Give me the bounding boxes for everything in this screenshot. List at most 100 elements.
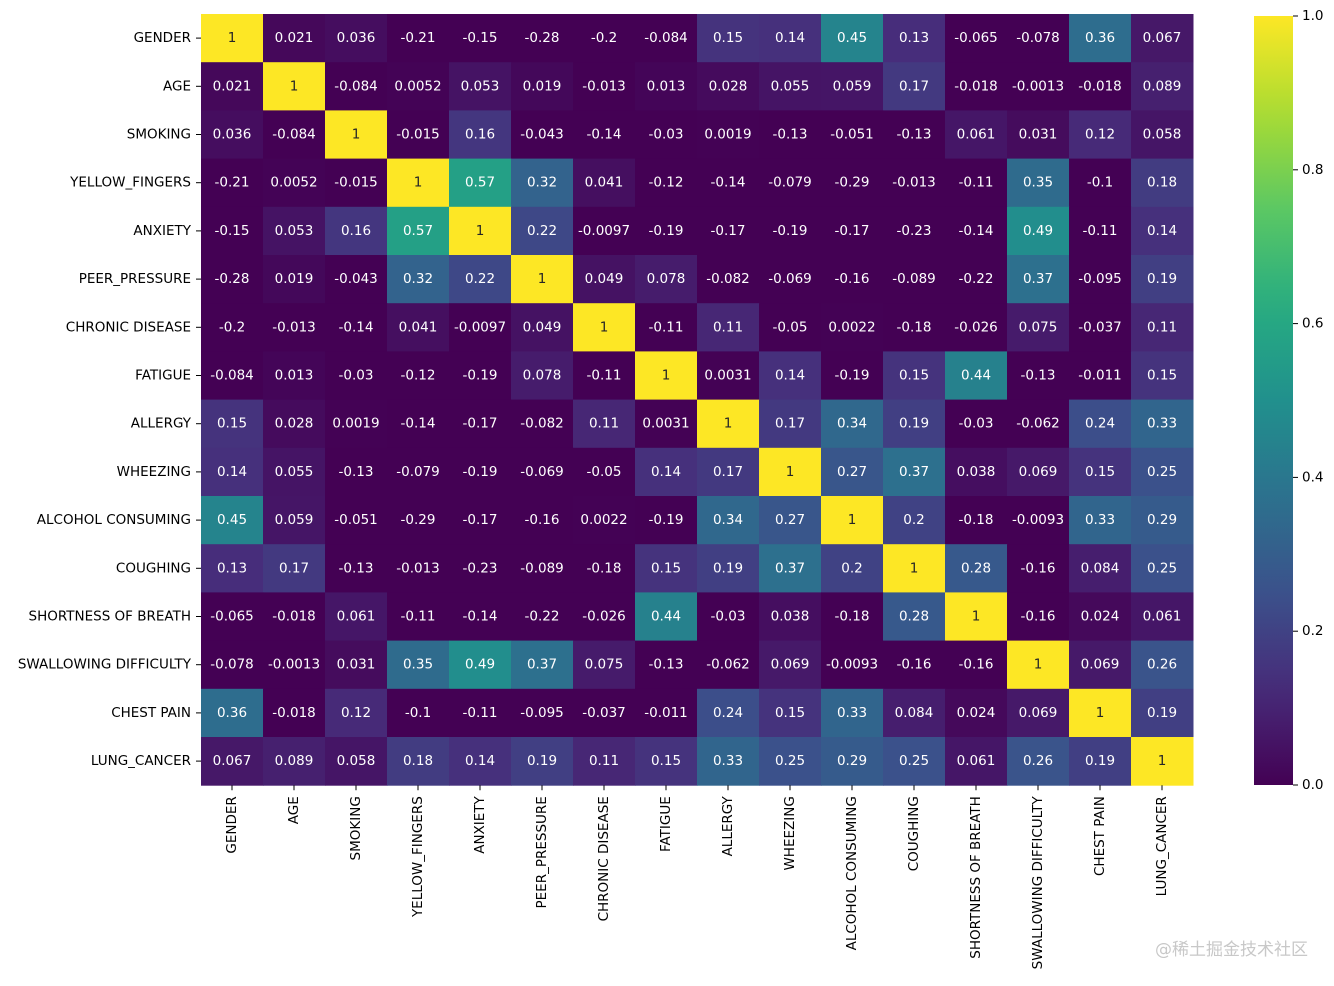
heatmap-cell — [573, 351, 636, 401]
column-label-chronic-disease: CHRONIC DISEASE — [596, 796, 612, 921]
heatmap-cell — [1131, 62, 1194, 111]
row-label-lung-cancer: LUNG_CANCER — [91, 753, 191, 769]
heatmap-cell — [325, 255, 388, 304]
heatmap-cell — [821, 351, 884, 401]
heatmap-cell-value: 0.15 — [651, 560, 681, 576]
heatmap-cell-value: 0.17 — [279, 560, 309, 576]
heatmap-cell-value: 0.2 — [903, 512, 924, 528]
heatmap-cell — [387, 158, 450, 208]
heatmap-cell-value: -0.084 — [210, 368, 254, 384]
heatmap-cell-value: -0.018 — [272, 609, 316, 625]
heatmap-cell-value: 0.041 — [585, 175, 624, 191]
heatmap-cell — [201, 496, 264, 545]
heatmap-cell-value: 0.075 — [585, 657, 624, 673]
heatmap-cell-value: 0.32 — [527, 175, 557, 191]
heatmap-cell-value: 0.36 — [217, 705, 247, 721]
heatmap-cell — [945, 351, 1008, 401]
heatmap-cell — [821, 158, 884, 208]
heatmap-cell — [387, 351, 450, 401]
heatmap-cell-value: -0.11 — [649, 319, 684, 335]
heatmap-cell-value: -0.084 — [334, 78, 378, 94]
heatmap-cell — [263, 399, 326, 449]
heatmap-cell — [263, 158, 326, 208]
heatmap-cell — [883, 447, 946, 497]
heatmap-cell — [945, 255, 1008, 304]
heatmap-cell-value: 0.16 — [465, 127, 495, 143]
heatmap-cell-value: 0.053 — [275, 223, 314, 239]
column-label-wheezing: WHEEZING — [782, 796, 798, 870]
heatmap-cell-value: 0.15 — [217, 416, 247, 432]
heatmap-cell — [759, 303, 822, 352]
heatmap-cell-value: -0.18 — [587, 560, 622, 576]
heatmap-cell-value: -0.16 — [525, 512, 560, 528]
heatmap-cell — [883, 303, 946, 352]
heatmap-cell — [1069, 399, 1132, 449]
row-label-smoking: SMOKING — [127, 127, 191, 143]
heatmap-cell — [883, 688, 946, 738]
heatmap-cell — [511, 303, 574, 352]
heatmap-cell-value: 0.19 — [1147, 705, 1177, 721]
heatmap-cell-value: -0.043 — [334, 271, 378, 287]
heatmap-cell-value: -0.013 — [396, 560, 440, 576]
heatmap-cell — [511, 496, 574, 545]
heatmap-cell-value: -0.079 — [396, 464, 440, 480]
heatmap-cell — [883, 206, 946, 256]
heatmap-cell-value: -0.013 — [272, 319, 316, 335]
heatmap-cell-value: 0.12 — [341, 705, 371, 721]
heatmap-cell-value: -0.12 — [649, 175, 684, 191]
heatmap-cell — [387, 544, 450, 593]
heatmap-cell — [821, 496, 884, 545]
heatmap-cell-value: 1 — [848, 512, 857, 528]
heatmap-cell-value: -0.079 — [768, 175, 812, 191]
heatmap-cell-value: 0.14 — [775, 30, 805, 46]
heatmap-cell-value: 0.069 — [1019, 464, 1058, 480]
heatmap-cell — [1007, 351, 1070, 401]
heatmap-cell-value: 0.019 — [523, 78, 562, 94]
heatmap-cell-value: -0.19 — [835, 368, 870, 384]
heatmap-cell — [1007, 640, 1070, 690]
heatmap-cell — [1069, 447, 1132, 497]
heatmap-cell-value: 0.0052 — [270, 175, 317, 191]
heatmap-cell — [1131, 447, 1194, 497]
heatmap-cell — [697, 303, 760, 352]
column-labels: GENDER AGE SMOKING YELLOW_FINGERS ANXIETY PEE… — [224, 785, 1170, 969]
heatmap-cell — [201, 544, 264, 593]
heatmap-cell — [697, 351, 760, 401]
row-label-shortness-of-breath: SHORTNESS OF BREATH — [29, 609, 192, 625]
column-label-swallowing-difficulty: SWALLOWING DIFFICULTY — [1030, 795, 1046, 969]
heatmap-cell — [821, 640, 884, 690]
row-label-gender: GENDER — [134, 30, 191, 46]
heatmap-cell-value: 0.028 — [709, 78, 748, 94]
colorbar-tick-label: 0.8 — [1302, 162, 1323, 178]
heatmap-cell — [1131, 496, 1194, 545]
heatmap-cell-value: -0.013 — [582, 78, 626, 94]
heatmap-cell — [759, 62, 822, 111]
heatmap-cell-value: 0.0019 — [704, 127, 751, 143]
heatmap-cell — [325, 351, 388, 401]
heatmap-cell-value: 1 — [1158, 753, 1167, 769]
heatmap-cell-value: 0.29 — [1147, 512, 1177, 528]
heatmap-cell-value: -0.05 — [587, 464, 622, 480]
heatmap-cell — [945, 447, 1008, 497]
heatmap-cell — [1069, 62, 1132, 111]
heatmap-cell — [325, 496, 388, 545]
heatmap-cell-value: 0.11 — [589, 753, 619, 769]
heatmap-cell-value: 0.069 — [771, 657, 810, 673]
heatmap-cell — [635, 206, 698, 256]
heatmap-cell — [201, 592, 264, 642]
colorbar-tick-label: 0.0 — [1302, 777, 1323, 793]
heatmap-cell — [697, 544, 760, 593]
heatmap-cell-value: -0.29 — [835, 175, 870, 191]
heatmap-cell-value: 0.33 — [1147, 416, 1177, 432]
heatmap-cell-value: -0.14 — [401, 416, 436, 432]
row-label-chest-pain: CHEST PAIN — [111, 705, 191, 721]
heatmap-cell-value: -0.065 — [210, 609, 254, 625]
heatmap-cell — [945, 158, 1008, 208]
heatmap-cell-value: 0.17 — [775, 416, 805, 432]
heatmap-cell-value: 0.25 — [775, 753, 805, 769]
heatmap-cell-value: 0.0019 — [332, 416, 379, 432]
heatmap-cell-value: 0.031 — [337, 657, 376, 673]
heatmap-cell — [449, 158, 512, 208]
heatmap-cell — [201, 62, 264, 111]
heatmap-cell — [1007, 737, 1070, 786]
